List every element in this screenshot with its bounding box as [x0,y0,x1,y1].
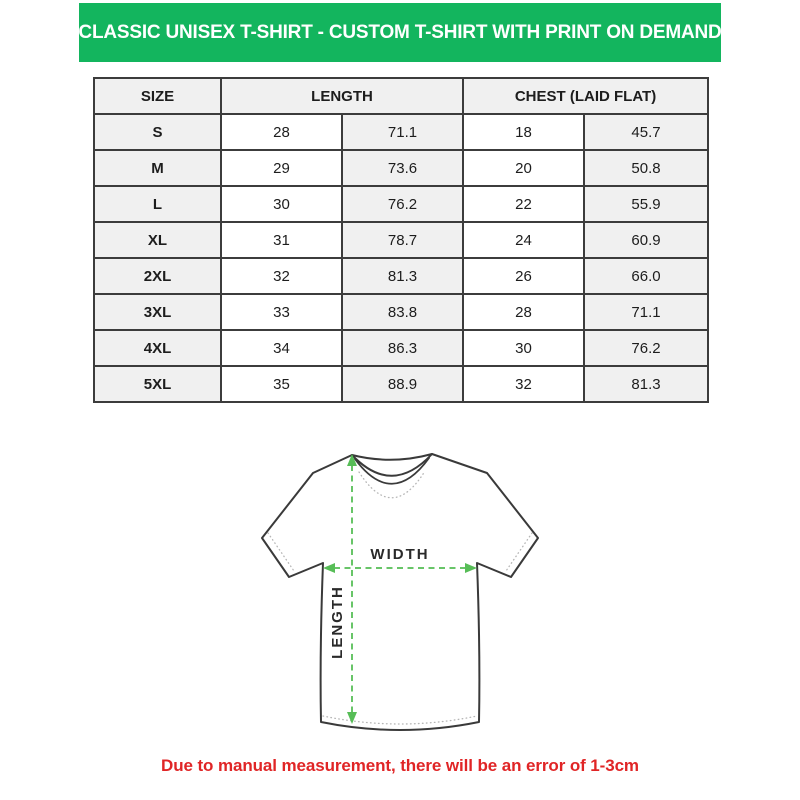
table-row: L 30 76.2 22 55.9 [93,185,710,223]
measurement-disclaimer: Due to manual measurement, there will be… [161,756,639,775]
chest-cm-cell: 60.9 [583,221,710,259]
chest-cm-cell: 81.3 [583,365,710,403]
size-cell: L [93,185,222,223]
chest-inch-cell: 32 [462,365,586,403]
table-header-row: SIZE LENGTH CHEST (LAID FLAT) [93,77,710,115]
chest-inch-cell: 24 [462,221,586,259]
length-cm-cell: 88.9 [340,365,465,403]
length-cm-cell: 81.3 [340,257,465,295]
table-row: 5XL 35 88.9 32 81.3 [93,365,710,403]
length-inch-cell: 29 [220,149,343,187]
length-inch-cell: 35 [220,365,343,403]
length-cm-cell: 71.1 [340,113,465,151]
length-inch-cell: 31 [220,221,343,259]
size-cell: 2XL [93,257,222,295]
size-cell: 4XL [93,329,222,367]
size-chart-table: SIZE LENGTH CHEST (LAID FLAT) S 28 71.1 … [93,77,710,403]
collar-inner-line [354,457,430,485]
length-label: LENGTH [329,585,346,659]
chest-cm-cell: 50.8 [583,149,710,187]
arrow-right-icon [465,563,477,573]
tshirt-measurement-diagram: WIDTH LENGTH [230,425,570,765]
arrow-up-icon [347,454,357,466]
collar-outer-line [351,453,433,477]
chest-inch-cell: 28 [462,293,586,331]
chest-inch-cell: 18 [462,113,586,151]
length-cm-cell: 73.6 [340,149,465,187]
table-row: M 29 73.6 20 50.8 [93,149,710,187]
chest-inch-cell: 26 [462,257,586,295]
left-sleeve-stitch [267,532,295,572]
chest-cm-cell: 66.0 [583,257,710,295]
table-row: 3XL 33 83.8 28 71.1 [93,293,710,331]
page-title: CLASSIC UNISEX T-SHIRT - CUSTOM T-SHIRT … [78,21,722,43]
title-banner: CLASSIC UNISEX T-SHIRT - CUSTOM T-SHIRT … [78,3,722,62]
length-inch-cell: 30 [220,185,343,223]
column-header-size: SIZE [93,77,222,115]
width-label: WIDTH [370,546,429,563]
size-cell: S [93,113,222,151]
arrow-left-icon [323,563,335,573]
chest-inch-cell: 30 [462,329,586,367]
hem-stitch-line [322,715,478,725]
chest-cm-cell: 71.1 [583,293,710,331]
collar-stitch-line [358,470,426,499]
size-cell: XL [93,221,222,259]
length-cm-cell: 78.7 [340,221,465,259]
length-inch-cell: 34 [220,329,343,367]
chest-inch-cell: 22 [462,185,586,223]
chest-cm-cell: 45.7 [583,113,710,151]
table-row: XL 31 78.7 24 60.9 [93,221,710,259]
length-inch-cell: 28 [220,113,343,151]
length-cm-cell: 83.8 [340,293,465,331]
chest-inch-cell: 20 [462,149,586,187]
column-header-length: LENGTH [219,77,465,115]
size-cell: M [93,149,222,187]
length-inch-cell: 33 [220,293,343,331]
length-inch-cell: 32 [220,257,343,295]
table-row: S 28 71.1 18 45.7 [93,113,710,151]
size-cell: 5XL [93,365,222,403]
size-cell: 3XL [93,293,222,331]
table-row: 4XL 34 86.3 30 76.2 [93,329,710,367]
right-sleeve-stitch [505,532,533,572]
table-row: 2XL 32 81.3 26 66.0 [93,257,710,295]
column-header-chest: CHEST (LAID FLAT) [462,77,710,115]
chest-cm-cell: 76.2 [583,329,710,367]
chest-cm-cell: 55.9 [583,185,710,223]
length-cm-cell: 76.2 [340,185,465,223]
arrow-down-icon [347,712,357,724]
length-cm-cell: 86.3 [340,329,465,367]
